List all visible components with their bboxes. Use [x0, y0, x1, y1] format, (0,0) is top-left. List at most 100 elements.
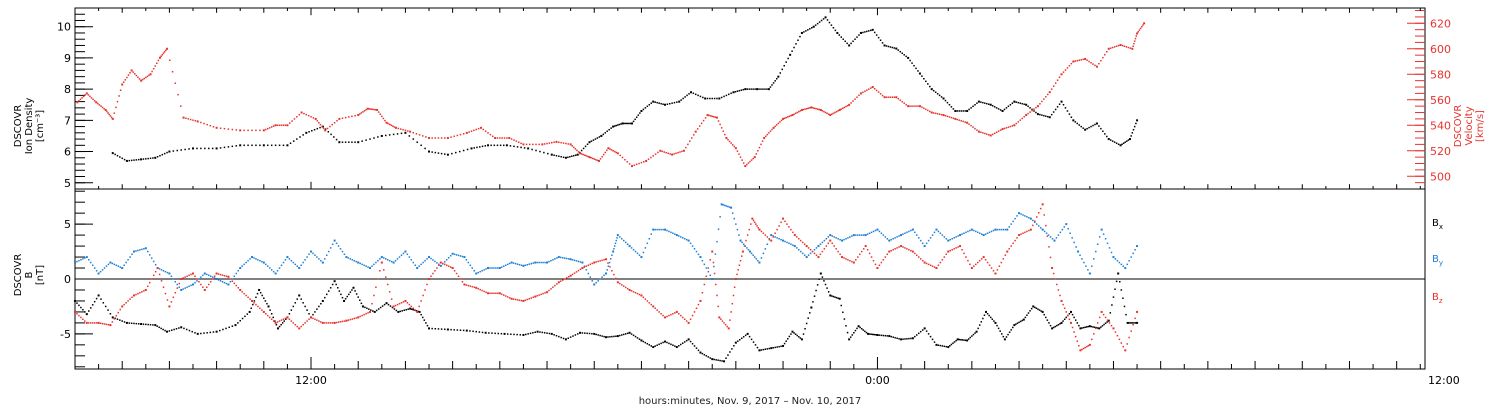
- data-point-fill: [172, 150, 175, 152]
- data-point-fill: [721, 320, 724, 322]
- data-point: [239, 288, 242, 291]
- data-point-fill: [813, 107, 816, 110]
- data-point-fill: [206, 273, 208, 276]
- data-point-fill: [188, 285, 190, 288]
- data-point-fill: [473, 129, 475, 132]
- data-point-fill: [114, 317, 116, 320]
- data-point-fill: [975, 263, 977, 266]
- data-point-fill: [560, 141, 562, 144]
- data-point-fill: [241, 265, 243, 267]
- data-point-fill: [1121, 44, 1124, 47]
- data-point-fill: [738, 89, 741, 92]
- data-point-fill: [265, 313, 267, 315]
- data-point: [345, 256, 348, 259]
- data-point-fill: [962, 120, 964, 123]
- data-point-fill: [654, 345, 656, 347]
- data-point: [248, 310, 251, 313]
- data-point-fill: [792, 231, 794, 234]
- data-point-fill: [986, 232, 989, 235]
- data-point-fill: [887, 45, 890, 48]
- data-point: [149, 73, 152, 76]
- data-point-fill: [749, 160, 751, 163]
- data-point-fill: [644, 107, 647, 109]
- data-point: [770, 347, 773, 350]
- data-point-fill: [123, 158, 126, 161]
- data-point-fill: [526, 298, 529, 301]
- data-point: [505, 144, 508, 147]
- data-point-fill: [796, 111, 798, 114]
- data-point-fill: [483, 290, 485, 293]
- data-point: [74, 299, 76, 302]
- data-point: [409, 307, 412, 310]
- data-point: [404, 299, 407, 302]
- data-point-fill: [117, 265, 120, 267]
- data-point-fill: [886, 335, 889, 337]
- data-point-fill: [989, 316, 992, 319]
- data-point-fill: [451, 152, 453, 155]
- bz-series: [74, 203, 1139, 352]
- data-point-fill: [809, 28, 811, 30]
- data-point-fill: [1104, 133, 1106, 135]
- data-point-fill: [163, 51, 166, 53]
- data-point-fill: [1027, 312, 1030, 314]
- data-point-fill: [174, 82, 177, 84]
- data-point-fill: [341, 141, 344, 143]
- data-point-fill: [386, 283, 389, 286]
- data-point: [616, 152, 619, 155]
- data-point-fill: [188, 148, 190, 150]
- data-point-fill: [1116, 334, 1119, 337]
- data-point: [1084, 57, 1087, 60]
- data-point-fill: [661, 150, 664, 153]
- data-point-fill: [963, 252, 965, 255]
- data-point: [579, 152, 582, 155]
- data-point-fill: [213, 277, 216, 279]
- data-point-fill: [1003, 108, 1006, 111]
- data-point-fill: [431, 151, 433, 153]
- data-point-fill: [1131, 322, 1134, 324]
- data-point-fill: [524, 264, 527, 267]
- data-point: [239, 144, 242, 147]
- data-point-fill: [116, 318, 119, 320]
- data-point-fill: [978, 259, 981, 262]
- data-point-fill: [453, 270, 456, 272]
- data-point-fill: [280, 264, 283, 267]
- data-point-fill: [562, 156, 565, 159]
- data-point-fill: [830, 24, 833, 26]
- data-point: [262, 144, 265, 147]
- data-point-fill: [93, 322, 96, 324]
- data-point-fill: [476, 146, 478, 149]
- data-point-fill: [835, 248, 837, 250]
- data-point-fill: [666, 103, 669, 105]
- data-point-fill: [1118, 338, 1121, 341]
- data-point-fill: [1017, 121, 1020, 123]
- data-point-fill: [727, 354, 729, 356]
- data-point: [640, 256, 643, 259]
- data-point-fill: [788, 226, 790, 228]
- data-point-fill: [308, 131, 310, 133]
- data-point-fill: [225, 282, 228, 285]
- data-point-fill: [815, 254, 818, 256]
- data-point-fill: [755, 223, 757, 225]
- data-point-fill: [802, 333, 805, 335]
- data-point-fill: [953, 248, 955, 250]
- data-point-fill: [624, 241, 627, 244]
- data-point-fill: [891, 96, 894, 98]
- data-point-fill: [349, 318, 352, 321]
- data-point-fill: [200, 276, 202, 278]
- data-point-fill: [410, 259, 413, 261]
- data-point-fill: [1120, 289, 1123, 291]
- data-point: [678, 100, 681, 103]
- data-point-fill: [793, 113, 795, 115]
- data-point-fill: [607, 336, 609, 338]
- data-point: [616, 281, 619, 284]
- data-point-fill: [873, 333, 876, 336]
- data-point: [900, 234, 903, 237]
- data-point-fill: [1123, 305, 1126, 308]
- data-point-fill: [1027, 105, 1029, 108]
- data-point-fill: [731, 302, 734, 305]
- data-point-fill: [1068, 318, 1071, 320]
- data-point-fill: [244, 315, 246, 318]
- data-point-fill: [1104, 53, 1106, 56]
- data-point-fill: [713, 116, 715, 118]
- data-point-fill: [198, 280, 200, 283]
